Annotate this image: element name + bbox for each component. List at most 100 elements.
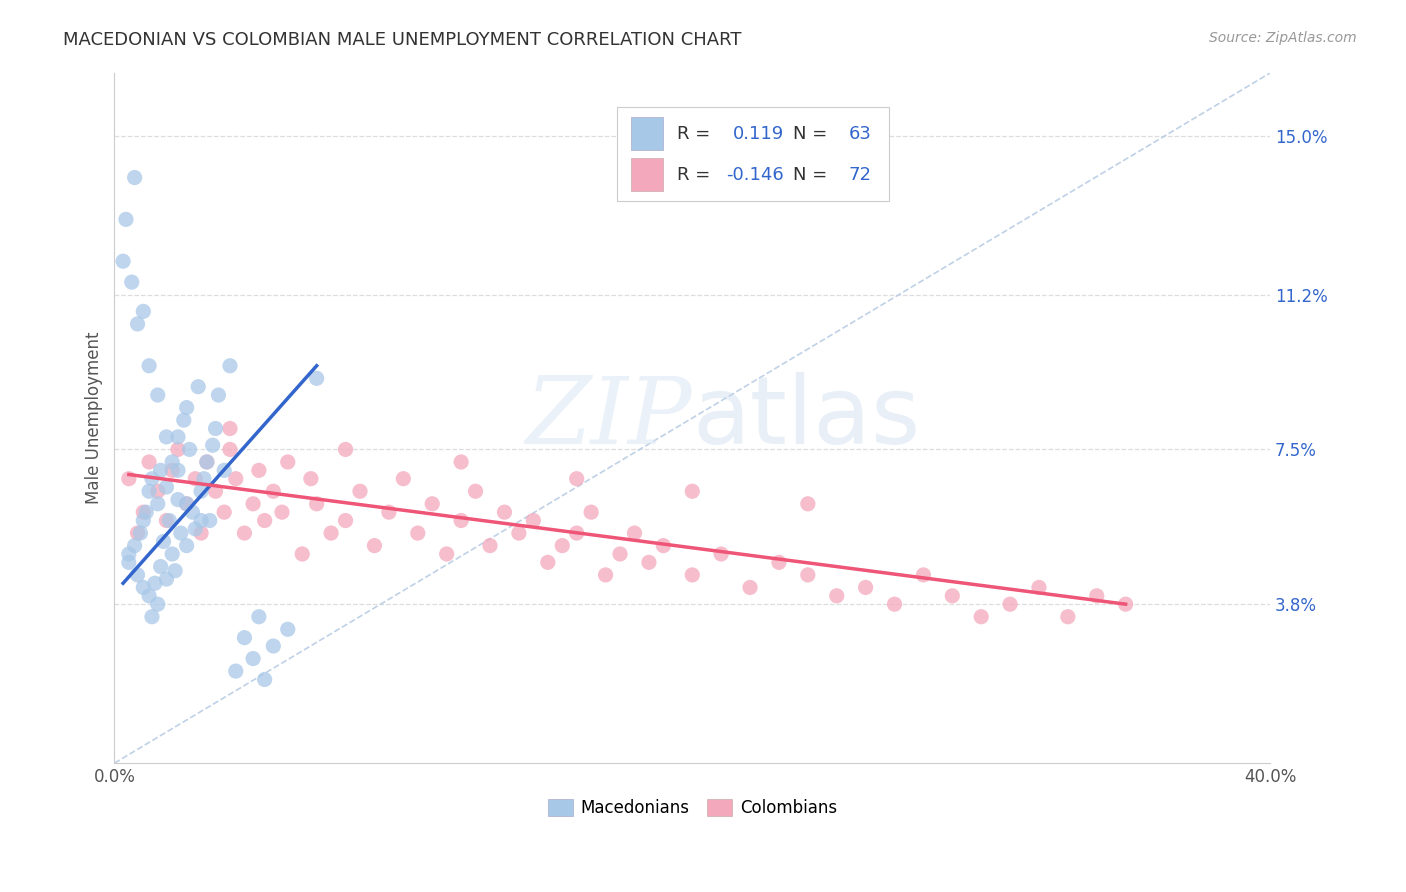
FancyBboxPatch shape [631,158,664,191]
Point [291,547,314,561]
Text: 72: 72 [848,166,872,184]
Point [941,589,963,603]
Point [127,317,149,331]
Point [623,526,645,541]
Point [825,589,848,603]
Point [378,505,401,519]
Point [565,472,588,486]
Point [157,514,180,528]
Point [609,547,631,561]
Point [212,505,235,519]
Point [1085,589,1108,603]
Point [225,472,247,486]
Text: R =: R = [678,125,716,143]
Text: MACEDONIAN VS COLOMBIAN MALE UNEMPLOYMENT CORRELATION CHART: MACEDONIAN VS COLOMBIAN MALE UNEMPLOYMEN… [63,31,742,49]
Point [1028,581,1050,595]
Point [176,539,198,553]
Point [262,484,284,499]
Point [167,430,190,444]
Point [170,526,193,541]
Point [141,472,163,486]
Point [797,568,820,582]
Point [127,526,149,541]
Point [118,472,141,486]
Point [681,568,703,582]
Text: atlas: atlas [692,372,921,464]
Point [138,359,160,373]
Point [305,371,328,385]
Point [638,555,661,569]
Text: 0.119: 0.119 [733,125,785,143]
Point [160,463,183,477]
Point [112,254,135,268]
Point [127,568,149,582]
Point [242,497,264,511]
Point [143,576,166,591]
Point [152,534,174,549]
Point [173,413,195,427]
Point [160,547,183,561]
Y-axis label: Male Unemployment: Male Unemployment [86,332,103,504]
Point [912,568,935,582]
Point [155,480,177,494]
Point [160,455,183,469]
Point [652,539,675,553]
Point [132,514,155,528]
Point [319,526,342,541]
Point [335,442,357,457]
Point [508,526,530,541]
Point [146,388,169,402]
Point [595,568,617,582]
Text: ZIP: ZIP [526,373,692,463]
Point [212,463,235,477]
Point [165,564,187,578]
Point [271,505,294,519]
Point [155,430,177,444]
Point [970,609,993,624]
Point [392,472,415,486]
Point [335,514,357,528]
Text: 63: 63 [848,125,872,143]
Point [198,514,221,528]
Point [138,484,160,499]
Point [179,442,201,457]
Point [420,497,443,511]
Point [146,597,169,611]
Point [204,421,226,435]
Point [253,673,276,687]
Point [1057,609,1080,624]
Point [450,455,472,469]
Point [181,505,204,519]
Point [118,547,141,561]
Text: -0.146: -0.146 [725,166,783,184]
Point [124,539,146,553]
Text: N =: N = [793,166,832,184]
Point [204,484,226,499]
Point [201,438,224,452]
Point [219,359,242,373]
Point [219,442,242,457]
Point [406,526,429,541]
Legend: Macedonians, Colombians: Macedonians, Colombians [541,792,844,824]
Point [176,497,198,511]
Point [551,539,574,553]
Point [522,514,544,528]
Point [155,572,177,586]
Point [710,547,733,561]
Point [129,526,152,541]
Point [187,380,209,394]
Point [225,664,247,678]
Point [155,514,177,528]
Point [190,514,212,528]
Point [565,526,588,541]
Point [190,484,212,499]
Point [149,559,172,574]
Point [450,514,472,528]
Point [363,539,385,553]
Point [184,522,207,536]
Point [579,505,602,519]
Point [141,609,163,624]
Point [219,421,242,435]
Point [135,505,157,519]
Point [146,484,169,499]
